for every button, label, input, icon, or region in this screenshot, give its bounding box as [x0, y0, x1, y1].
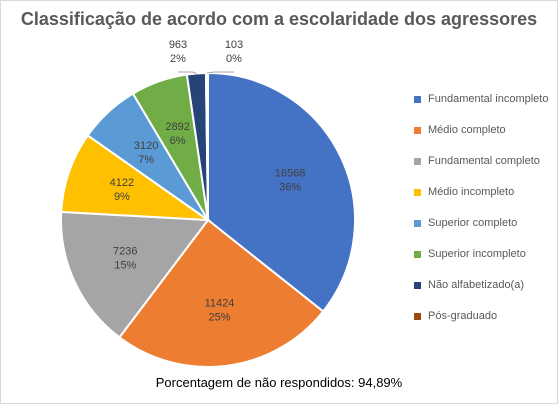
legend-label-medio-completo: Médio completo [428, 124, 506, 136]
slice-value-label-superior-completo: 3120 [134, 140, 158, 152]
slice-percent-label-fundamental-completo: 15% [114, 259, 136, 271]
pie-slice-medio-incompleto [60, 134, 212, 222]
slice-percent-label-fundamental-incompleto: 36% [279, 181, 301, 193]
slice-percent-label-superior-incompleto: 6% [170, 135, 186, 147]
legend-label-fundamental-completo: Fundamental completo [428, 155, 540, 167]
legend-label-superior-incompleto: Superior incompleto [428, 248, 526, 260]
legend-label-medio-incompleto: Médio incompleto [428, 186, 515, 198]
slice-value-label-pos-graduado: 103 [225, 39, 243, 51]
legend-swatch-nao-alfabetizado-a [414, 282, 421, 289]
slice-value-label-fundamental-completo: 7236 [113, 245, 137, 257]
slice-percent-label-medio-completo: 25% [208, 311, 230, 323]
chart-footnote: Porcentagem de não respondidos: 94,89% [155, 375, 403, 390]
pie-slice-fundamental-incompleto [207, 71, 356, 313]
legend-swatch-fundamental-incompleto [414, 96, 421, 103]
legend-label-nao-alfabetizado-a: Não alfabetizado(a) [428, 279, 525, 291]
slice-percent-label-medio-incompleto: 9% [114, 191, 130, 203]
legend-label-superior-completo: Superior completo [428, 217, 518, 229]
legend-swatch-fundamental-completo [414, 158, 421, 165]
slice-value-label-medio-completo: 11424 [205, 297, 235, 309]
slice-percent-label-superior-completo: 7% [138, 154, 154, 166]
leader-line-nao-alfabetizado-a [178, 71, 197, 74]
legend-swatch-pos-graduado [414, 313, 421, 320]
legend-label-pos-graduado: Pós-graduado [428, 310, 498, 322]
legend-swatch-medio-completo [414, 127, 421, 134]
legend-swatch-superior-completo [414, 220, 421, 227]
slice-value-label-superior-incompleto: 2892 [165, 121, 189, 133]
pie-slice-fundamental-completo [60, 210, 210, 339]
legend-label-fundamental-incompleto: Fundamental incompleto [428, 93, 549, 105]
slice-labels: 16568 36% 11424 25% 7236 15% 4122 9% 3120 7% 2892 6… [110, 39, 306, 323]
legend-swatch-superior-incompleto [414, 251, 421, 258]
legend-swatch-medio-incompleto [414, 189, 421, 196]
pie-slices [60, 71, 356, 368]
leader-line-pos-graduado [206, 71, 234, 74]
chart-title: Classificação de acordo com a escolarida… [20, 9, 538, 29]
slice-percent-label-pos-graduado: 0% [226, 53, 242, 65]
leader-lines [178, 71, 234, 74]
slice-value-label-fundamental-incompleto: 16568 [275, 167, 306, 179]
slice-value-label-nao-alfabetizado-a: 963 [169, 39, 187, 51]
slice-percent-label-nao-alfabetizado-a: 2% [170, 53, 186, 65]
pie-slice-medio-completo [118, 218, 325, 368]
slice-value-label-medio-incompleto: 4122 [110, 177, 134, 189]
